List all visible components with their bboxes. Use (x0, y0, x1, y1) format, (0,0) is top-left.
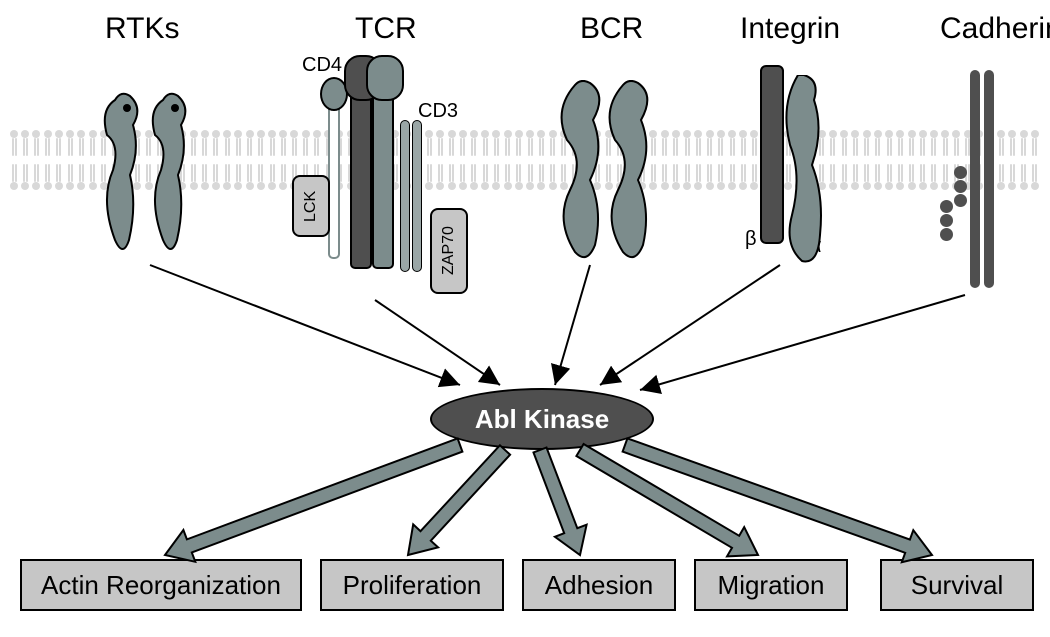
receptor-rtk (95, 90, 205, 265)
receptor-integrin (750, 65, 840, 265)
outcome-migration: Migration (694, 559, 848, 611)
outcome-actin: Actin Reorganization (20, 559, 302, 611)
outcome-survival: Survival (880, 559, 1034, 611)
label-cadherin: Cadherin (940, 12, 1050, 46)
receptor-bcr (545, 80, 665, 265)
outcome-proliferation: Proliferation (320, 559, 504, 611)
label-integrin: Integrin (740, 12, 840, 46)
tag-zap70: ZAP70 (430, 208, 468, 294)
tag-lck: LCK (292, 175, 330, 237)
abl-kinase-label: Abl Kinase (475, 404, 609, 435)
label-bcr: BCR (580, 12, 643, 46)
label-rtk: RTKs (105, 12, 179, 46)
abl-kinase-node: Abl Kinase (430, 388, 654, 450)
receptor-cadherin (940, 70, 1010, 290)
outcome-adhesion: Adhesion (522, 559, 676, 611)
label-tcr: TCR (355, 12, 417, 46)
